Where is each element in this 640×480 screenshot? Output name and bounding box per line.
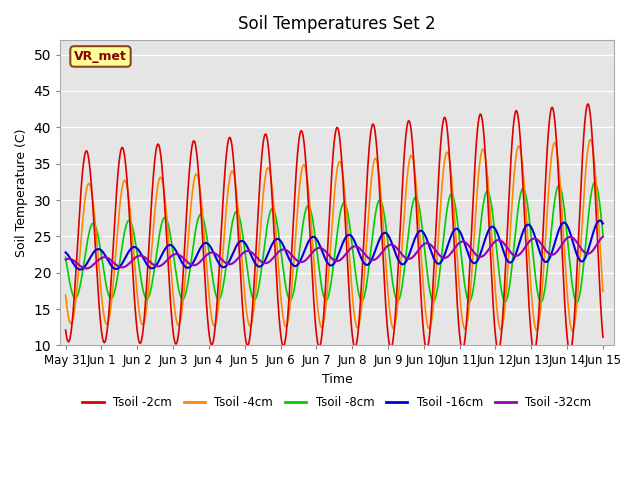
Y-axis label: Soil Temperature (C): Soil Temperature (C) (15, 129, 28, 257)
Legend: Tsoil -2cm, Tsoil -4cm, Tsoil -8cm, Tsoil -16cm, Tsoil -32cm: Tsoil -2cm, Tsoil -4cm, Tsoil -8cm, Tsoi… (77, 391, 596, 413)
Title: Soil Temperatures Set 2: Soil Temperatures Set 2 (238, 15, 436, 33)
X-axis label: Time: Time (321, 373, 352, 386)
Text: VR_met: VR_met (74, 50, 127, 63)
